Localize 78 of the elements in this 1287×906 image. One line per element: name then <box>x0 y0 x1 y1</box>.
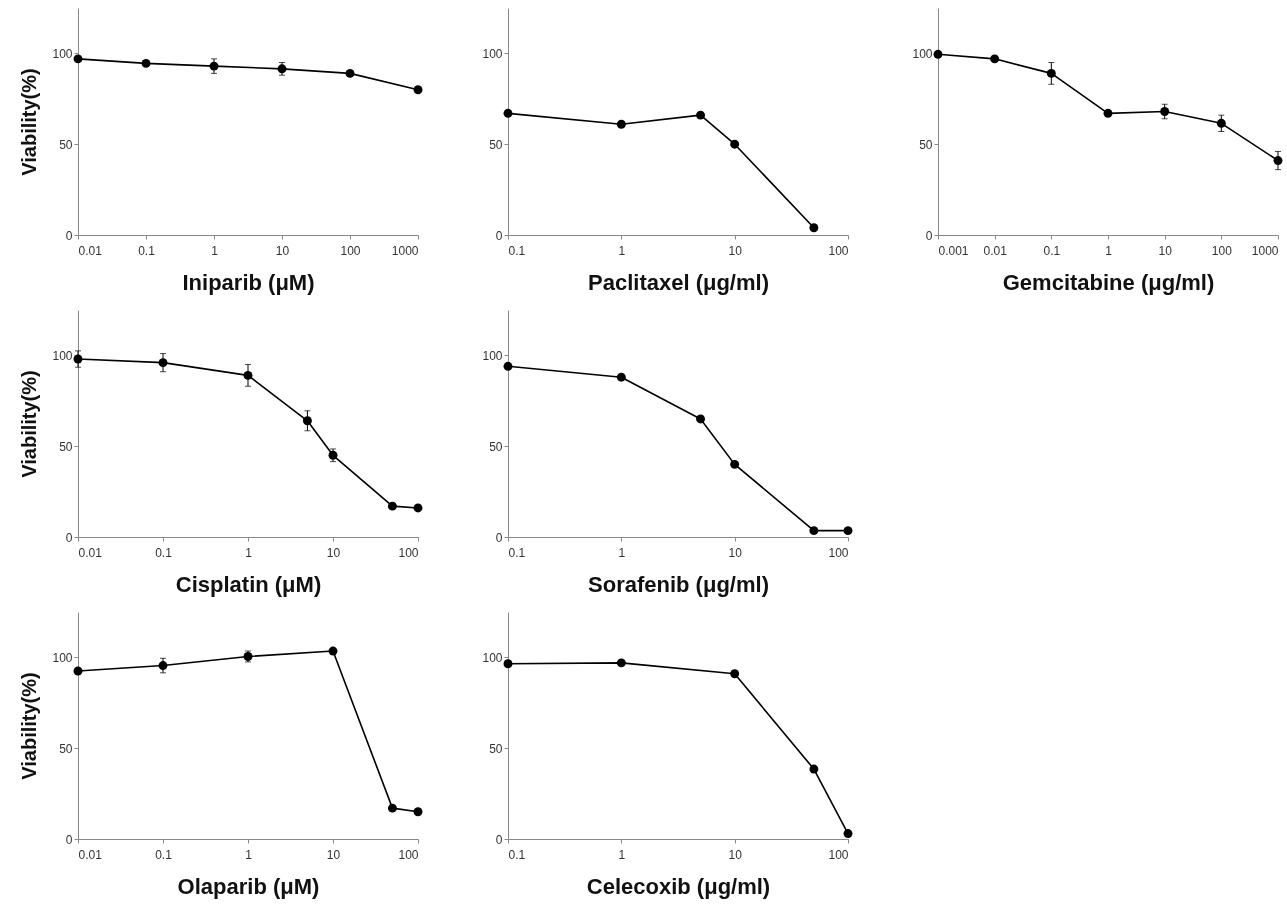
point <box>1273 156 1283 166</box>
x-axis-title: Olaparib (μM) <box>177 873 320 899</box>
x-tick-label: 10 <box>728 243 743 258</box>
y-tick-label: 0 <box>65 228 73 243</box>
x-tick-label: 1 <box>211 243 219 258</box>
x-tick-label: 0.01 <box>78 243 103 258</box>
y-tick-label: 0 <box>495 832 503 847</box>
y-tick-label: 0 <box>65 530 73 545</box>
y-tick-label: 50 <box>489 137 503 152</box>
x-tick-label: 100 <box>828 847 849 862</box>
y-tick-label: 0 <box>65 832 73 847</box>
y-tick-label: 100 <box>52 348 73 363</box>
point <box>1160 107 1170 116</box>
point <box>1103 108 1113 118</box>
x-tick-label: 10 <box>1158 243 1173 258</box>
x-tick-label: 0.1 <box>155 545 173 560</box>
y-tick-label: 0 <box>925 228 933 243</box>
x-axis-title: Paclitaxel (μg/ml) <box>588 269 769 295</box>
x-tick-label: 1 <box>618 847 626 862</box>
x-tick-label: 0.1 <box>1043 243 1061 258</box>
x-tick-label: 100 <box>398 545 419 560</box>
x-tick-label: 1 <box>245 545 253 560</box>
x-tick-label: 0.1 <box>138 243 156 258</box>
y-tick-label: 50 <box>59 741 73 756</box>
y-axis-title: Viability(%) <box>18 68 41 176</box>
y-tick-label: 50 <box>59 137 73 152</box>
point <box>1216 118 1226 128</box>
point <box>1046 68 1056 78</box>
x-tick-label: 0.1 <box>508 243 526 258</box>
x-axis-title: Sorafenib (μg/ml) <box>588 571 769 597</box>
x-tick-label: 0.1 <box>508 847 526 862</box>
x-tick-label: 1 <box>618 243 626 258</box>
y-axis-title: Viability(%) <box>18 370 41 478</box>
y-tick-label: 50 <box>59 439 73 454</box>
y-axis-title: Viability(%) <box>18 672 41 780</box>
x-tick-label: 1 <box>1105 243 1113 258</box>
x-tick-label: 0.01 <box>78 545 103 560</box>
point <box>990 54 1000 64</box>
y-tick-label: 100 <box>52 46 73 61</box>
point <box>345 68 355 78</box>
x-tick-label: 100 <box>828 545 849 560</box>
x-tick-label: 100 <box>828 243 849 258</box>
y-tick-label: 0 <box>495 228 503 243</box>
x-tick-label: 1000 <box>1251 243 1279 258</box>
point <box>209 61 219 71</box>
y-tick-label: 100 <box>482 348 503 363</box>
x-axis-title: Iniparib (μM) <box>182 269 315 295</box>
x-tick-label: 10 <box>728 847 743 862</box>
x-tick-label: 0.001 <box>938 243 969 258</box>
y-tick-label: 100 <box>912 46 933 61</box>
x-tick-label: 1000 <box>391 243 419 258</box>
point <box>73 54 83 64</box>
y-tick-label: 0 <box>495 530 503 545</box>
y-tick-label: 50 <box>489 439 503 454</box>
point <box>141 58 151 68</box>
y-tick-label: 50 <box>489 741 503 756</box>
x-axis-title: Celecoxib (μg/ml) <box>586 873 771 899</box>
y-tick-label: 100 <box>482 650 503 665</box>
x-tick-label: 0.01 <box>983 243 1008 258</box>
x-tick-label: 100 <box>398 847 419 862</box>
x-tick-label: 1 <box>245 847 253 862</box>
y-tick-label: 50 <box>919 137 933 152</box>
x-tick-label: 10 <box>275 243 290 258</box>
x-tick-label: 1 <box>618 545 626 560</box>
x-tick-label: 10 <box>326 847 341 862</box>
x-axis-title: Gemcitabine (μg/ml) <box>1002 269 1215 295</box>
x-axis-title: Cisplatin (μM) <box>175 571 322 597</box>
point <box>933 49 943 59</box>
y-tick-label: 100 <box>482 46 503 61</box>
x-tick-label: 0.1 <box>508 545 526 560</box>
x-tick-label: 10 <box>728 545 743 560</box>
x-tick-label: 0.01 <box>78 847 103 862</box>
point <box>413 85 423 95</box>
x-tick-label: 100 <box>1211 243 1233 258</box>
x-tick-label: 10 <box>326 545 341 560</box>
x-tick-label: 0.1 <box>155 847 173 862</box>
y-tick-label: 100 <box>52 650 73 665</box>
x-tick-label: 100 <box>340 243 361 258</box>
